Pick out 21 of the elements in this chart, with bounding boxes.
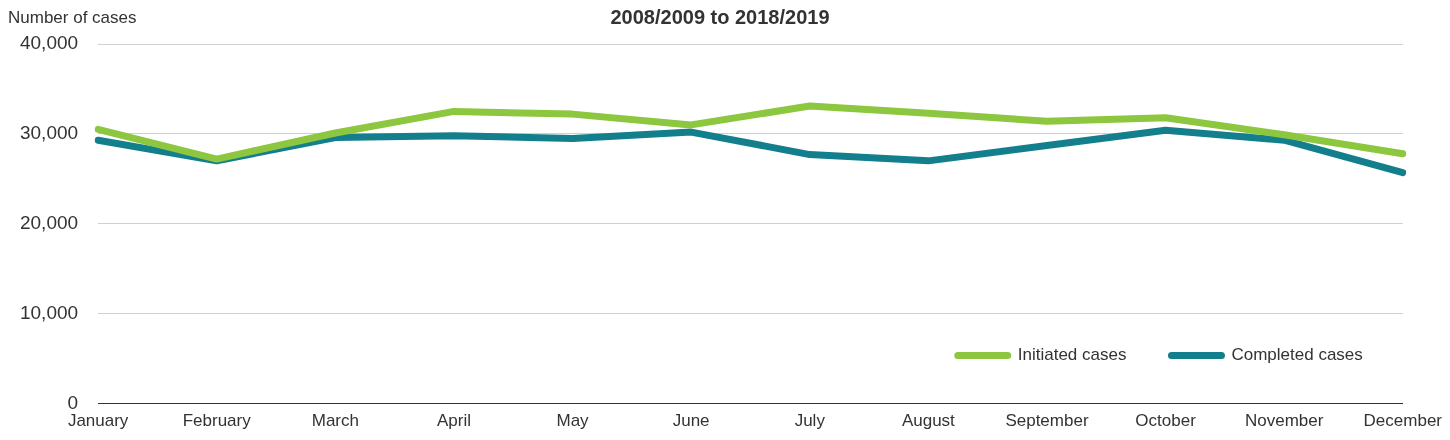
x-tick-label: January: [67, 411, 129, 431]
y-tick-label: 20,000: [19, 212, 79, 234]
x-tick-label: August: [901, 411, 956, 431]
x-tick-label: November: [1244, 411, 1324, 431]
chart-title: 2008/2009 to 2018/2019: [610, 5, 830, 28]
legend-label: Completed cases: [1231, 345, 1363, 365]
x-tick-label: July: [794, 411, 826, 431]
y-axis-title: Number of cases: [8, 8, 137, 28]
x-tick-label: October: [1135, 411, 1197, 431]
x-tick-label: June: [672, 411, 710, 431]
x-tick-label: December: [1363, 411, 1443, 431]
y-tick-label: 10,000: [19, 301, 79, 323]
legend-label: Initiated cases: [1017, 345, 1127, 365]
x-tick-label: September: [1005, 411, 1089, 431]
x-tick-label: February: [182, 411, 252, 431]
x-tick-label: May: [556, 411, 590, 431]
y-tick-label: 40,000: [19, 32, 79, 54]
x-tick-label: April: [436, 411, 471, 431]
y-tick-label: 30,000: [19, 122, 79, 144]
y-tick-label: 0: [67, 391, 79, 413]
x-tick-label: March: [311, 411, 359, 431]
